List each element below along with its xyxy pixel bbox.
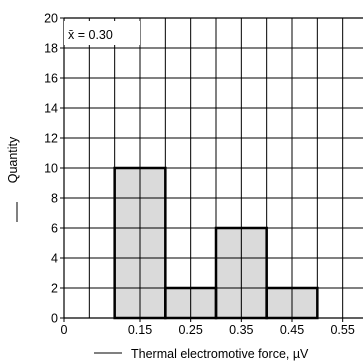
y-tick-label: 16 <box>44 72 58 86</box>
y-tick-label: 18 <box>44 42 58 56</box>
mean-annotation-box <box>64 21 140 45</box>
y-tick-label: 12 <box>44 132 58 146</box>
y-tick-label: 20 <box>44 12 58 26</box>
y-tick-label: 10 <box>44 162 58 176</box>
x-tick-label: 0.45 <box>280 323 304 337</box>
y-tick-label: 6 <box>51 222 58 236</box>
histogram-bars <box>113 166 319 320</box>
x-axis-label: Thermal electromotive force, µV <box>131 347 309 361</box>
y-tick-label: 14 <box>44 102 58 116</box>
y-tick-label: 4 <box>51 252 58 266</box>
x-tick-label: 0.35 <box>229 323 253 337</box>
y-axis-label: Quantity <box>6 136 20 183</box>
x-tick-label: 0.15 <box>128 323 152 337</box>
tick-labels: 0 2 4 6 8 10 12 14 16 18 20 0 0.15 0.25 0.35 0.45 0.55 <box>44 12 355 338</box>
x-tick-label: 0.25 <box>178 323 202 337</box>
grid-lines <box>64 18 363 318</box>
y-tick-label: 8 <box>51 192 58 206</box>
x-tick-label: 0.55 <box>330 323 354 337</box>
x-tick-label: 0 <box>61 323 68 337</box>
y-tick-label: 2 <box>51 282 58 296</box>
mean-annotation: x̄ = 0.30 <box>68 28 113 42</box>
y-tick-label: 0 <box>51 312 58 326</box>
